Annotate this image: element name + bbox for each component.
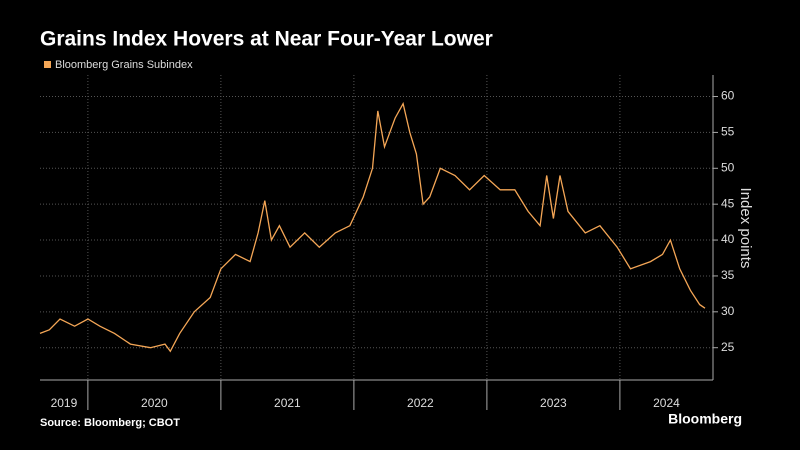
chart-title: Grains Index Hovers at Near Four-Year Lo… bbox=[40, 28, 493, 51]
y-tick-label: 40 bbox=[721, 232, 735, 246]
x-tick-label: 2019 bbox=[51, 396, 78, 410]
x-tick-label: 2020 bbox=[141, 396, 168, 410]
y-tick-label: 45 bbox=[721, 196, 735, 210]
y-tick-label: 55 bbox=[721, 125, 735, 139]
x-tick-label: 2024 bbox=[653, 396, 680, 410]
legend-swatch bbox=[44, 61, 51, 68]
source: Source: Bloomberg; CBOT bbox=[40, 417, 180, 429]
x-tick-label: 2022 bbox=[407, 396, 434, 410]
y-tick-label: 30 bbox=[721, 304, 735, 318]
y-tick-label: 25 bbox=[721, 340, 735, 354]
y-axis-label: Index points bbox=[737, 188, 754, 269]
brand: Bloomberg bbox=[668, 411, 742, 427]
line bbox=[39, 101, 706, 353]
y-tick-label: 50 bbox=[721, 160, 735, 174]
y-tick-label: 35 bbox=[721, 268, 735, 282]
legend-label: Bloomberg Grains Subindex bbox=[55, 59, 193, 71]
x-tick-label: 2021 bbox=[274, 396, 301, 410]
x-tick-label: 2023 bbox=[540, 396, 567, 410]
y-tick-label: 60 bbox=[721, 89, 735, 103]
